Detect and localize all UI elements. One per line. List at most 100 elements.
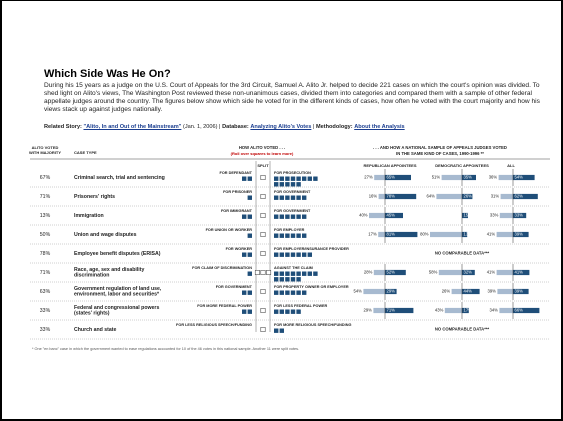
majority-pct: 71%: [40, 194, 51, 200]
alito-right-vote[interactable]: [290, 214, 296, 219]
alito-right-vote[interactable]: [285, 309, 290, 314]
alito-split-vote[interactable]: [266, 270, 272, 275]
alito-right-vote[interactable]: [313, 176, 318, 181]
right-label: AGAINST THE CLAIM: [274, 266, 313, 270]
alito-right-vote[interactable]: [274, 214, 279, 219]
alito-right-vote[interactable]: [296, 182, 301, 187]
alito-left-vote[interactable]: [242, 290, 247, 295]
alito-left-vote[interactable]: [247, 214, 252, 219]
alito-right-vote[interactable]: [290, 309, 296, 314]
alito-right-vote[interactable]: [285, 182, 290, 187]
alito-right-vote[interactable]: [296, 176, 301, 181]
alito-left-vote[interactable]: [247, 271, 252, 276]
alito-right-vote[interactable]: [274, 233, 279, 238]
alito-right-vote[interactable]: [279, 176, 284, 181]
alito-left-vote[interactable]: [247, 290, 252, 295]
alito-right-vote[interactable]: [296, 271, 301, 276]
related-link[interactable]: About the Analysis: [354, 124, 405, 130]
alito-right-vote[interactable]: [274, 195, 279, 200]
alito-right-vote[interactable]: [302, 290, 307, 295]
alito-right-vote[interactable]: [285, 271, 290, 276]
alito-right-vote[interactable]: [285, 290, 290, 295]
header-group: DEMOCRATIC APPOINTEES: [435, 163, 489, 168]
alito-right-vote[interactable]: [279, 277, 284, 282]
alito-right-vote[interactable]: [274, 252, 279, 257]
alito-right-vote[interactable]: [274, 328, 279, 333]
alito-right-vote[interactable]: [302, 233, 307, 238]
alito-left-vote[interactable]: [242, 176, 247, 181]
alito-right-vote[interactable]: [302, 195, 307, 200]
alito-right-vote[interactable]: [279, 233, 284, 238]
alito-right-vote[interactable]: [290, 252, 296, 257]
alito-right-vote[interactable]: [290, 233, 296, 238]
alito-right-vote[interactable]: [302, 176, 307, 181]
alito-left-vote[interactable]: [242, 309, 247, 314]
alito-right-vote[interactable]: [279, 252, 284, 257]
alito-split-vote[interactable]: [260, 232, 266, 237]
right-label: FOR PROSECUTION: [274, 171, 311, 175]
alito-right-vote[interactable]: [296, 214, 301, 219]
alito-right-vote[interactable]: [296, 277, 301, 282]
alito-right-vote[interactable]: [296, 252, 301, 257]
alito-split-vote[interactable]: [260, 251, 266, 256]
alito-split-vote[interactable]: [254, 270, 260, 275]
alito-right-vote[interactable]: [290, 277, 296, 282]
alito-right-vote[interactable]: [296, 309, 301, 314]
alito-right-vote[interactable]: [296, 290, 301, 295]
alito-right-vote[interactable]: [307, 271, 312, 276]
alito-right-vote[interactable]: [274, 176, 279, 181]
alito-right-vote[interactable]: [290, 176, 296, 181]
case-type: Union and wage disputes: [74, 232, 137, 238]
alito-left-vote[interactable]: [247, 252, 252, 257]
alito-right-vote[interactable]: [279, 195, 284, 200]
alito-right-vote[interactable]: [307, 252, 312, 257]
alito-right-vote[interactable]: [290, 290, 296, 295]
alito-right-vote[interactable]: [279, 290, 284, 295]
related-link[interactable]: "Alito, In and Out of the Mainstream": [83, 124, 182, 130]
alito-right-vote[interactable]: [279, 182, 284, 187]
alito-right-vote[interactable]: [307, 176, 312, 181]
alito-right-vote[interactable]: [302, 252, 307, 257]
alito-left-vote[interactable]: [247, 195, 252, 200]
alito-right-vote[interactable]: [279, 271, 284, 276]
case-type: Employee benefit disputes (ERISA): [74, 251, 161, 257]
alito-right-vote[interactable]: [285, 233, 290, 238]
related-link[interactable]: Analyzing Alito's Votes: [250, 124, 312, 130]
alito-right-vote[interactable]: [290, 182, 296, 187]
alito-right-vote[interactable]: [274, 277, 279, 282]
national-right-label: 33%: [515, 213, 524, 218]
alito-right-vote[interactable]: [274, 271, 279, 276]
alito-split-vote[interactable]: [260, 327, 266, 332]
alito-right-vote[interactable]: [285, 176, 290, 181]
alito-right-vote[interactable]: [296, 233, 301, 238]
national-right-bar: [462, 307, 469, 314]
alito-left-vote[interactable]: [242, 252, 247, 257]
alito-split-vote[interactable]: [260, 213, 266, 218]
alito-left-vote[interactable]: [247, 176, 252, 181]
alito-left-vote[interactable]: [247, 309, 252, 314]
alito-right-vote[interactable]: [279, 309, 284, 314]
alito-split-vote[interactable]: [260, 308, 266, 313]
alito-right-vote[interactable]: [279, 328, 284, 333]
alito-right-vote[interactable]: [285, 277, 290, 282]
alito-right-vote[interactable]: [285, 214, 290, 219]
alito-right-vote[interactable]: [279, 214, 284, 219]
alito-left-vote[interactable]: [242, 214, 247, 219]
alito-split-vote[interactable]: [260, 175, 266, 180]
alito-right-vote[interactable]: [302, 271, 307, 276]
case-type: Criminal search, trial and sentencing: [74, 175, 165, 181]
alito-split-vote[interactable]: [260, 270, 266, 275]
alito-left-vote[interactable]: [247, 233, 252, 238]
alito-right-vote[interactable]: [274, 182, 279, 187]
alito-right-vote[interactable]: [313, 271, 318, 276]
alito-right-vote[interactable]: [290, 195, 296, 200]
alito-right-vote[interactable]: [285, 195, 290, 200]
alito-right-vote[interactable]: [285, 252, 290, 257]
alito-split-vote[interactable]: [260, 194, 266, 199]
alito-right-vote[interactable]: [302, 214, 307, 219]
alito-right-vote[interactable]: [274, 309, 279, 314]
alito-right-vote[interactable]: [296, 195, 301, 200]
alito-split-vote[interactable]: [260, 289, 266, 294]
alito-right-vote[interactable]: [290, 271, 296, 276]
alito-right-vote[interactable]: [274, 290, 279, 295]
